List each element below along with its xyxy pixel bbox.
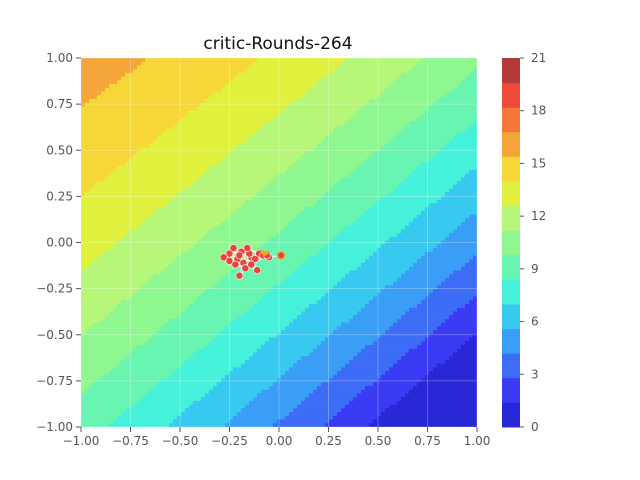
- y-tick-label: −0.50: [36, 328, 73, 342]
- colorbar-band: [502, 131, 520, 157]
- trajectory-point: [235, 271, 244, 280]
- y-tick-label: 0.75: [46, 97, 73, 111]
- colorbar-tick-label: 18: [531, 104, 546, 118]
- colorbar-band: [502, 353, 520, 379]
- colorbar-tick-label: 6: [531, 315, 539, 329]
- y-tick-label: 0.50: [46, 143, 73, 157]
- colorbar-band: [502, 254, 520, 280]
- colorbar-tick-label: 9: [531, 262, 539, 276]
- trajectory-arrow: [261, 249, 272, 258]
- colorbar-band: [502, 156, 520, 182]
- colorbar-tick-label: 21: [531, 51, 546, 65]
- trajectory-point: [235, 251, 244, 260]
- colorbar-tick-label: 15: [531, 156, 546, 170]
- x-tick-label: −0.50: [162, 434, 199, 448]
- colorbar: 0 3 6 9 12 15 18 21: [502, 51, 546, 434]
- y-tick-label: −1.00: [36, 420, 73, 434]
- colorbar-tick-label: 3: [531, 367, 539, 381]
- colorbar-band: [502, 402, 520, 428]
- colorbar-tick-label: 12: [531, 209, 546, 223]
- trajectory-point: [251, 255, 260, 263]
- colorbar-band: [502, 279, 520, 305]
- contour-fill: [81, 58, 477, 427]
- y-tick-label: 0.25: [46, 189, 73, 203]
- colorbar-band: [502, 58, 520, 84]
- x-tick-label: 0.00: [266, 434, 293, 448]
- colorbar-band: [502, 230, 520, 256]
- trajectory-point: [229, 244, 238, 252]
- x-tick-label: 0.75: [414, 434, 441, 448]
- trajectory-point: [241, 264, 250, 273]
- colorbar-band: [502, 328, 520, 354]
- chart-title: critic-Rounds-264: [203, 34, 352, 54]
- trajectory-start-point: [276, 251, 286, 260]
- x-tick-label: −0.75: [112, 434, 149, 448]
- colorbar-band: [502, 304, 520, 330]
- x-tick-label: −0.25: [211, 434, 248, 448]
- trajectory-point: [225, 256, 234, 265]
- trajectory-point: [219, 253, 228, 262]
- colorbar-band: [502, 181, 520, 207]
- x-tick-label: 1.00: [464, 434, 491, 448]
- colorbar-band: [502, 82, 520, 108]
- colorbar-band: [502, 205, 520, 231]
- trajectory: [219, 244, 286, 280]
- colorbar-tick-label: 0: [531, 420, 539, 434]
- colorbar-band: [502, 377, 520, 403]
- trajectory-point: [253, 266, 262, 275]
- y-tick-label: −0.25: [36, 282, 73, 296]
- colorbar-band: [502, 107, 520, 133]
- x-tick-label: 0.50: [365, 434, 392, 448]
- x-tick-label: 0.25: [315, 434, 342, 448]
- trajectory-point: [247, 260, 256, 269]
- axes: −1.00−1.00 −0.75 −0.75 −0.50 −0.50 −0.25 −0.25…: [36, 51, 490, 448]
- y-tick-label: −0.75: [36, 374, 73, 388]
- trajectory-point: [243, 244, 252, 252]
- x-tick-label: −1.00: [63, 434, 100, 448]
- trajectory-point: [231, 260, 240, 269]
- y-tick-label: 0.00: [46, 236, 73, 250]
- y-tick-label: 1.00: [46, 51, 73, 65]
